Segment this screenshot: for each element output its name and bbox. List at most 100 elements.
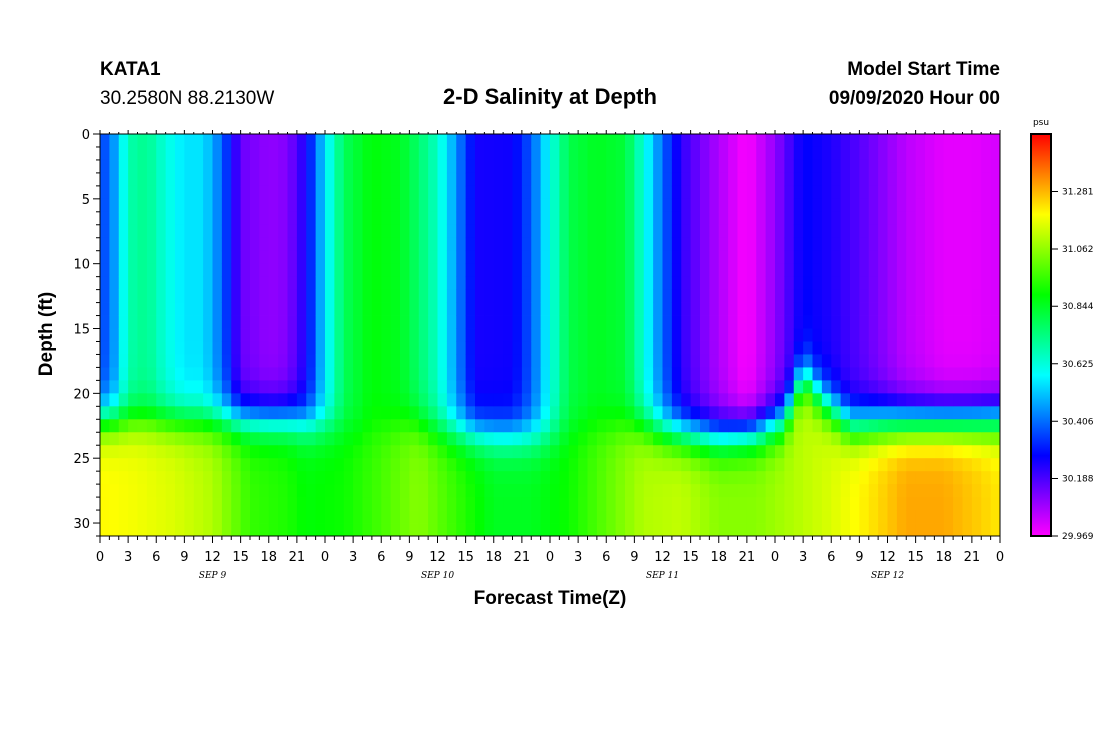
heatmap-cell: [540, 185, 551, 200]
heatmap-cell: [568, 276, 579, 291]
heatmap-cell: [475, 510, 485, 524]
heatmap-cell: [859, 458, 870, 472]
heatmap-cell: [709, 289, 720, 303]
heatmap-cell: [625, 146, 635, 161]
heatmap-cell: [306, 146, 317, 161]
heatmap-cell: [212, 328, 223, 342]
heatmap-cell: [503, 432, 513, 446]
heatmap-cell: [821, 406, 832, 420]
heatmap-cell: [325, 523, 335, 537]
heatmap-cell: [681, 445, 692, 459]
heatmap-cell: [381, 510, 392, 524]
heatmap-cell: [615, 445, 626, 459]
heatmap-cell: [550, 185, 560, 200]
heatmap-cell: [831, 198, 842, 213]
heatmap-cell: [287, 445, 298, 459]
heatmap-cell: [296, 159, 307, 174]
heatmap-cell: [868, 380, 879, 394]
heatmap-cell: [850, 276, 860, 291]
heatmap-cell: [475, 354, 485, 368]
heatmap-cell: [784, 250, 795, 265]
heatmap-cell: [343, 458, 354, 472]
heatmap-cell: [409, 419, 420, 433]
heatmap-cell: [156, 263, 167, 278]
heatmap-cell: [784, 198, 795, 213]
heatmap-cell: [765, 159, 776, 174]
heatmap-cell: [812, 419, 823, 433]
heatmap-cell: [456, 380, 467, 394]
heatmap-cell: [250, 328, 260, 342]
heatmap-cell: [212, 237, 223, 252]
heatmap-cell: [868, 211, 879, 226]
heatmap-cell: [315, 263, 326, 278]
heatmap-cell: [840, 185, 851, 200]
heatmap-cell: [550, 510, 560, 524]
heatmap-cell: [606, 289, 617, 303]
heatmap-cell: [906, 380, 917, 394]
heatmap-cell: [878, 458, 888, 472]
heatmap-cell: [943, 445, 954, 459]
heatmap-cell: [475, 497, 485, 511]
heatmap-cell: [362, 302, 373, 316]
heatmap-cell: [531, 134, 542, 148]
heatmap-cell: [231, 393, 242, 407]
heatmap-cell: [250, 432, 260, 446]
heatmap-cell: [540, 289, 551, 303]
heatmap-cell: [606, 250, 617, 265]
heatmap-cell: [578, 458, 588, 472]
heatmap-cell: [606, 146, 617, 161]
heatmap-cell: [184, 134, 195, 148]
heatmap-cell: [587, 276, 598, 291]
heatmap-cell: [868, 367, 879, 381]
heatmap-cell: [146, 367, 157, 381]
heatmap-cell: [793, 406, 804, 420]
heatmap-cell: [259, 380, 270, 394]
heatmap-cell: [587, 458, 598, 472]
heatmap-cell: [831, 341, 842, 355]
heatmap-cell: [737, 445, 748, 459]
heatmap-cell: [671, 445, 682, 459]
heatmap-cell: [634, 510, 645, 524]
heatmap-cell: [428, 185, 438, 200]
heatmap-cell: [456, 198, 467, 213]
heatmap-cell: [643, 134, 654, 148]
heatmap-cell: [456, 406, 467, 420]
heatmap-cell: [812, 341, 823, 355]
heatmap-cell: [268, 432, 279, 446]
heatmap-cell: [493, 523, 504, 537]
heatmap-cell: [915, 250, 926, 265]
heatmap-cell: [962, 367, 973, 381]
heatmap-cell: [587, 302, 598, 316]
heatmap-cell: [390, 289, 401, 303]
heatmap-cell: [784, 315, 795, 329]
heatmap-cell: [803, 523, 813, 537]
heatmap-cell: [596, 328, 607, 342]
heatmap-cell: [100, 484, 110, 498]
heatmap-cell: [653, 159, 663, 174]
heatmap-cell: [250, 224, 260, 239]
x-tick-label: 21: [289, 550, 306, 565]
heatmap-cell: [456, 263, 467, 278]
heatmap-cell: [428, 134, 438, 148]
heatmap-cell: [287, 523, 298, 537]
heatmap-cell: [962, 263, 973, 278]
heatmap-cell: [746, 406, 757, 420]
heatmap-cell: [128, 406, 138, 420]
heatmap-cell: [962, 289, 973, 303]
heatmap-cell: [493, 341, 504, 355]
heatmap-cell: [803, 367, 813, 381]
heatmap-cell: [325, 263, 335, 278]
heatmap-cell: [803, 406, 813, 420]
heatmap-cell: [334, 380, 345, 394]
heatmap-cell: [840, 289, 851, 303]
heatmap-cell: [268, 159, 279, 174]
heatmap-cell: [840, 484, 851, 498]
heatmap-cell: [118, 497, 129, 511]
heatmap-cell: [756, 341, 767, 355]
heatmap-cell: [287, 380, 298, 394]
heatmap-cell: [634, 432, 645, 446]
heatmap-cell: [784, 406, 795, 420]
heatmap-cell: [390, 263, 401, 278]
heatmap-cell: [850, 445, 860, 459]
heatmap-cell: [643, 458, 654, 472]
